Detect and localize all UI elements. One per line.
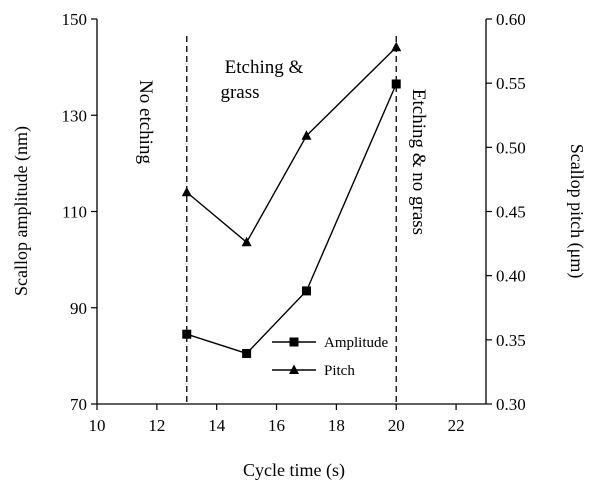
y-tick-label-right: 0.55 bbox=[496, 74, 526, 93]
x-tick-label: 12 bbox=[148, 416, 165, 435]
amplitude-point bbox=[182, 329, 192, 339]
y-tick-label-left: 90 bbox=[70, 299, 87, 318]
pitch-point bbox=[241, 236, 252, 247]
legend-label: Amplitude bbox=[324, 335, 389, 351]
annotation-etching-grass-line1: Etching & bbox=[225, 57, 304, 78]
legend-label: Pitch bbox=[324, 363, 355, 379]
y-axis-label-left: Scallop amplitude (nm) bbox=[11, 126, 32, 296]
y-axis-label-right: Scallop pitch (μm) bbox=[566, 144, 587, 279]
pitch-point bbox=[391, 41, 402, 52]
series-line-amplitude bbox=[186, 83, 397, 355]
amplitude-point bbox=[391, 79, 401, 89]
y-tick-label-right: 0.35 bbox=[496, 331, 526, 350]
annotation-etching-no-grass: Etching & no grass bbox=[408, 89, 429, 235]
pitch-point bbox=[301, 130, 312, 140]
y-tick-label-right: 0.50 bbox=[496, 138, 526, 157]
x-tick-label: 16 bbox=[268, 416, 285, 435]
legend-square-marker bbox=[289, 337, 299, 347]
vertical-dashed-lines bbox=[186, 36, 397, 404]
y-tick-label-right: 0.60 bbox=[496, 10, 526, 29]
x-tick-label: 18 bbox=[328, 416, 345, 435]
annotation-no-etching: No etching bbox=[135, 80, 156, 164]
y-tick-label-left: 110 bbox=[62, 203, 87, 222]
x-tick-label: 22 bbox=[448, 416, 465, 435]
y-tick-label-left: 70 bbox=[70, 395, 87, 414]
series-line-pitch bbox=[186, 46, 397, 244]
x-tick-label: 14 bbox=[208, 416, 226, 435]
pitch-point bbox=[181, 186, 192, 197]
annotation-etching-grass-line2: grass bbox=[220, 82, 259, 103]
y-tick-label-left: 150 bbox=[62, 10, 88, 29]
x-tick-label: 10 bbox=[89, 416, 106, 435]
y-tick-label-left: 130 bbox=[62, 106, 88, 125]
y-tick-label-right: 0.30 bbox=[496, 395, 526, 414]
y-tick-label-right: 0.40 bbox=[496, 267, 526, 286]
ticks-layer: 10 12 14 16 18 20 22 70 90 110 130 150 0.30 0.35 0.40 0… bbox=[62, 10, 526, 435]
legend-triangle-marker bbox=[289, 364, 299, 374]
x-axis-label: Cycle time (s) bbox=[243, 460, 345, 481]
series-layer bbox=[181, 41, 402, 358]
y-tick-label-right: 0.45 bbox=[496, 203, 526, 222]
amplitude-point bbox=[242, 348, 252, 358]
x-tick-label: 20 bbox=[388, 416, 405, 435]
amplitude-point bbox=[301, 286, 311, 296]
legend: Amplitude Pitch bbox=[272, 335, 389, 379]
